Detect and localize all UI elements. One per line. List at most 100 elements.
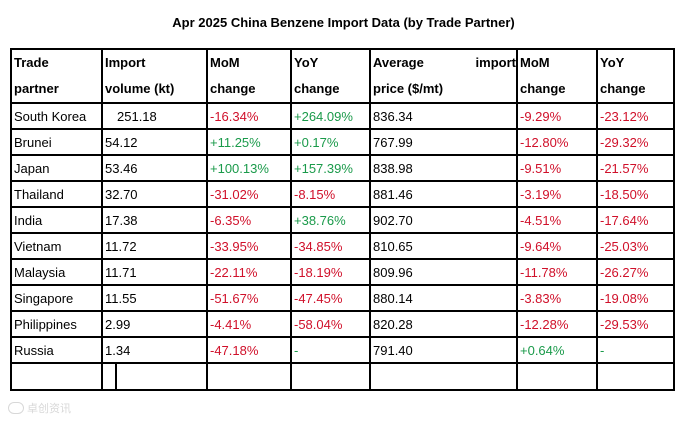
cell-volume: 11.71	[101, 258, 208, 286]
table-row: South Korea 251.18 -16.34% +264.09% 836.34 -9…	[10, 102, 675, 130]
cell-price-mom: -4.51%	[516, 206, 598, 234]
cell-price: 767.99	[369, 128, 518, 156]
header-text: volume (kt)	[105, 81, 175, 96]
cell-price: 809.96	[369, 258, 518, 286]
header-text: Trade	[14, 55, 49, 70]
header-row: Trade partner Import volume (kt) MoM cha…	[10, 48, 675, 104]
cell-price-yoy: -25.03%	[596, 232, 675, 260]
cell-price: 881.46	[369, 180, 518, 208]
cell-vol-mom: +11.25%	[206, 128, 292, 156]
cell-price-yoy: -	[596, 336, 675, 364]
cell-partner: South Korea	[10, 102, 103, 130]
header-trade-partner: Trade partner	[10, 48, 103, 104]
cell-price-yoy: -23.12%	[596, 102, 675, 130]
cell-vol-mom: +100.13%	[206, 154, 292, 182]
cell-vol-mom: -6.35%	[206, 206, 292, 234]
cell-partner: Singapore	[10, 284, 103, 312]
cell-price: 820.28	[369, 310, 518, 338]
cell-volume: 1.34	[101, 336, 208, 364]
cell-vol-yoy: -34.85%	[290, 232, 371, 260]
header-price-mom: MoM change	[516, 48, 598, 104]
header-text-line: Average import	[373, 51, 516, 76]
cell-split	[104, 365, 205, 388]
cell-partner: Philippines	[10, 310, 103, 338]
cell-price: 902.70	[369, 206, 518, 234]
header-text: change	[294, 81, 340, 96]
header-volume-yoy: YoY change	[290, 48, 371, 104]
table-row: India 17.38 -6.35% +38.76% 902.70 -4.51% -17.6…	[10, 206, 675, 234]
cell-price-yoy: -29.53%	[596, 310, 675, 338]
cell-vol-yoy: -58.04%	[290, 310, 371, 338]
header-text: partner	[14, 81, 59, 96]
table-row: Russia 1.34 -47.18% -791.40 +0.64% -	[10, 336, 675, 364]
cell-vol-mom: -33.95%	[206, 232, 292, 260]
header-text: import	[475, 55, 516, 70]
watermark-logo-icon	[8, 402, 24, 414]
cell-price: 880.14	[369, 284, 518, 312]
cell-price-yoy: -17.64%	[596, 206, 675, 234]
table-row: Philippines 2.99 -4.41% -58.04% 820.28 -12.28…	[10, 310, 675, 338]
cell-partner: Malaysia	[10, 258, 103, 286]
cell-vol-yoy: -	[290, 336, 371, 364]
cell-price-mom: +0.64%	[516, 336, 598, 364]
cell-partner: Russia	[10, 336, 103, 364]
table-row: Japan 53.46 +100.13% +157.39% 838.98 -9.51% -2…	[10, 154, 675, 182]
table-row-empty	[10, 362, 675, 391]
cell-vol-mom: -51.67%	[206, 284, 292, 312]
cell-vol-yoy: -8.15%	[290, 180, 371, 208]
header-text: Average	[373, 55, 424, 70]
table-title: Apr 2025 China Benzene Import Data (by T…	[172, 15, 515, 30]
cell-price: 838.98	[369, 154, 518, 182]
cell-volume: 251.18	[101, 102, 208, 130]
header-average-import-price: Average import price ($/mt)	[369, 48, 518, 104]
cell-volume: 17.38	[101, 206, 208, 234]
cell-vol-mom: -31.02%	[206, 180, 292, 208]
header-text: Import	[105, 55, 146, 70]
cell-vol-yoy: +38.76%	[290, 206, 371, 234]
cell-vol-mom: -4.41%	[206, 310, 292, 338]
cell-price-mom: -11.78%	[516, 258, 598, 286]
cell-empty	[206, 362, 292, 391]
header-text: MoM	[210, 55, 240, 70]
cell-vol-mom: -47.18%	[206, 336, 292, 364]
cell-split-part	[104, 365, 117, 388]
cell-partner: Japan	[10, 154, 103, 182]
cell-empty	[10, 362, 103, 391]
header-price-yoy: YoY change	[596, 48, 675, 104]
watermark-text: 卓创资讯	[27, 403, 71, 415]
cell-vol-yoy: -18.19%	[290, 258, 371, 286]
table-row: Thailand 32.70 -31.02% -8.15% 881.46 -3.19% -1…	[10, 180, 675, 208]
table-row: Vietnam 11.72 -33.95% -34.85% 810.65 -9.64% -2…	[10, 232, 675, 260]
cell-vol-yoy: +264.09%	[290, 102, 371, 130]
header-volume-mom: MoM change	[206, 48, 292, 104]
cell-volume: 11.55	[101, 284, 208, 312]
import-data-table: Trade partner Import volume (kt) MoM cha…	[10, 48, 675, 391]
cell-partner: Vietnam	[10, 232, 103, 260]
cell-price-mom: -3.19%	[516, 180, 598, 208]
cell-price: 791.40	[369, 336, 518, 364]
cell-price-yoy: -26.27%	[596, 258, 675, 286]
cell-price-yoy: -18.50%	[596, 180, 675, 208]
cell-price-yoy: -29.32%	[596, 128, 675, 156]
cell-price-yoy: -19.08%	[596, 284, 675, 312]
cell-empty	[101, 362, 208, 391]
cell-price-mom: -12.28%	[516, 310, 598, 338]
header-text: YoY	[600, 55, 625, 70]
cell-vol-yoy: +0.17%	[290, 128, 371, 156]
header-text: price ($/mt)	[373, 81, 444, 96]
cell-price-mom: -3.83%	[516, 284, 598, 312]
cell-empty	[596, 362, 675, 391]
cell-vol-mom: -16.34%	[206, 102, 292, 130]
header-text: change	[520, 81, 566, 96]
header-text: change	[210, 81, 256, 96]
header-text: change	[600, 81, 646, 96]
cell-volume: 11.72	[101, 232, 208, 260]
header-text: YoY	[294, 55, 319, 70]
cell-price-mom: -9.51%	[516, 154, 598, 182]
cell-volume: 54.12	[101, 128, 208, 156]
cell-volume: 53.46	[101, 154, 208, 182]
watermark: 卓创资讯	[8, 400, 71, 416]
cell-price: 810.65	[369, 232, 518, 260]
table-row: Malaysia 11.71 -22.11% -18.19% 809.96 -11.78%…	[10, 258, 675, 286]
table-row: Brunei 54.12 +11.25% +0.17% 767.99 -12.80% -29…	[10, 128, 675, 156]
